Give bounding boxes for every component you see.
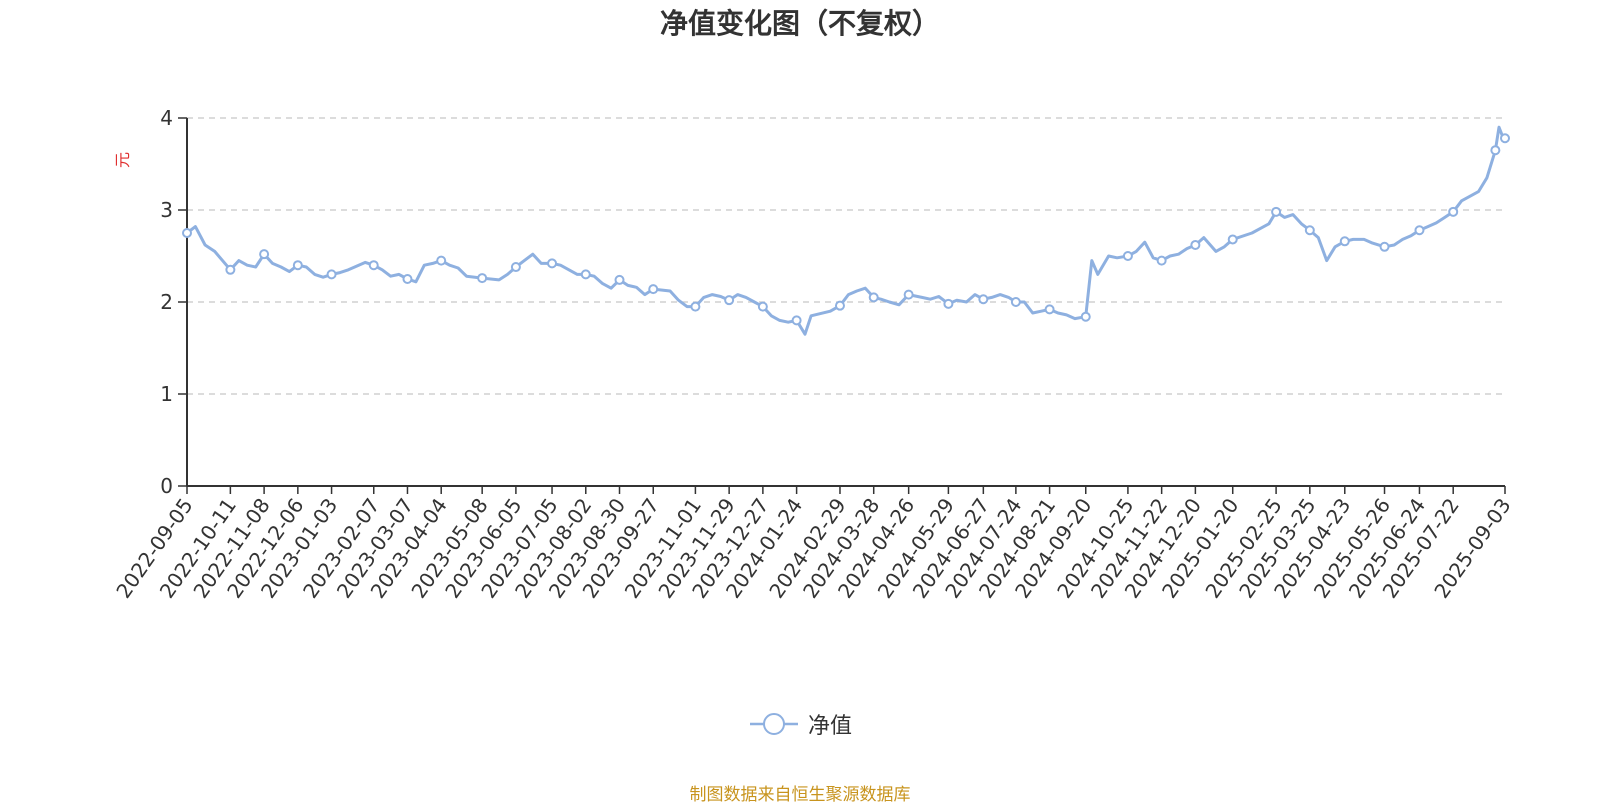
data-point-marker: [791, 315, 802, 326]
chart-title: 净值变化图（不复权）: [659, 7, 940, 40]
data-point-marker: [724, 295, 735, 306]
y-tick-label: 0: [160, 474, 173, 498]
data-point-marker: [614, 274, 625, 285]
data-point-marker: [1080, 311, 1091, 322]
data-point-marker: [510, 262, 521, 273]
data-point-marker: [1379, 241, 1390, 252]
data-point-marker: [1304, 225, 1315, 236]
data-point-marker: [834, 300, 845, 311]
gridlines: [187, 117, 1505, 395]
data-point-marker: [978, 294, 989, 305]
data-point-marker: [648, 284, 659, 295]
data-point-marker: [1490, 145, 1501, 156]
data-point-marker: [368, 260, 379, 271]
data-point-marker: [1156, 255, 1167, 266]
series-layer: [182, 125, 1510, 336]
data-point-marker: [1339, 236, 1350, 247]
data-point-marker: [1227, 234, 1238, 245]
data-point-marker: [326, 269, 337, 280]
data-point-marker: [1500, 133, 1510, 144]
source-note: 制图数据来自恒生聚源数据库: [689, 785, 911, 805]
y-tick-label: 2: [160, 290, 173, 314]
series-line: [186, 125, 1506, 336]
data-point-marker: [690, 301, 701, 312]
legend[interactable]: 净值: [0, 708, 1600, 743]
data-point-marker: [436, 255, 447, 266]
legend-label: 净值: [807, 714, 852, 739]
data-point-marker: [225, 264, 236, 275]
data-point-marker: [402, 274, 413, 284]
y-tick-label: 3: [160, 198, 173, 222]
data-point-marker: [1044, 304, 1055, 315]
data-point-marker: [292, 260, 303, 271]
data-point-marker: [580, 269, 591, 280]
data-point-marker: [1122, 251, 1133, 261]
y-tick-label: 1: [160, 382, 173, 406]
data-point-marker: [1010, 297, 1021, 307]
legend-line-icon: [749, 713, 798, 735]
data-point-marker: [757, 301, 768, 312]
data-point-marker: [1190, 239, 1201, 250]
data-point-marker: [1448, 206, 1459, 217]
data-point-marker: [903, 289, 914, 300]
axes: 012342022-09-052022-10-112022-11-082022-…: [111, 106, 1515, 603]
data-point-marker: [1271, 206, 1282, 217]
y-tick-label: 4: [160, 106, 173, 130]
data-point-marker: [868, 292, 879, 303]
data-point-marker: [182, 228, 192, 238]
data-point-marker: [547, 258, 558, 269]
data-point-marker: [477, 273, 488, 284]
y-axis-unit-label: 元: [113, 152, 132, 168]
data-point-marker: [1414, 225, 1425, 236]
data-point-marker: [943, 298, 954, 309]
data-point-marker: [259, 249, 270, 260]
